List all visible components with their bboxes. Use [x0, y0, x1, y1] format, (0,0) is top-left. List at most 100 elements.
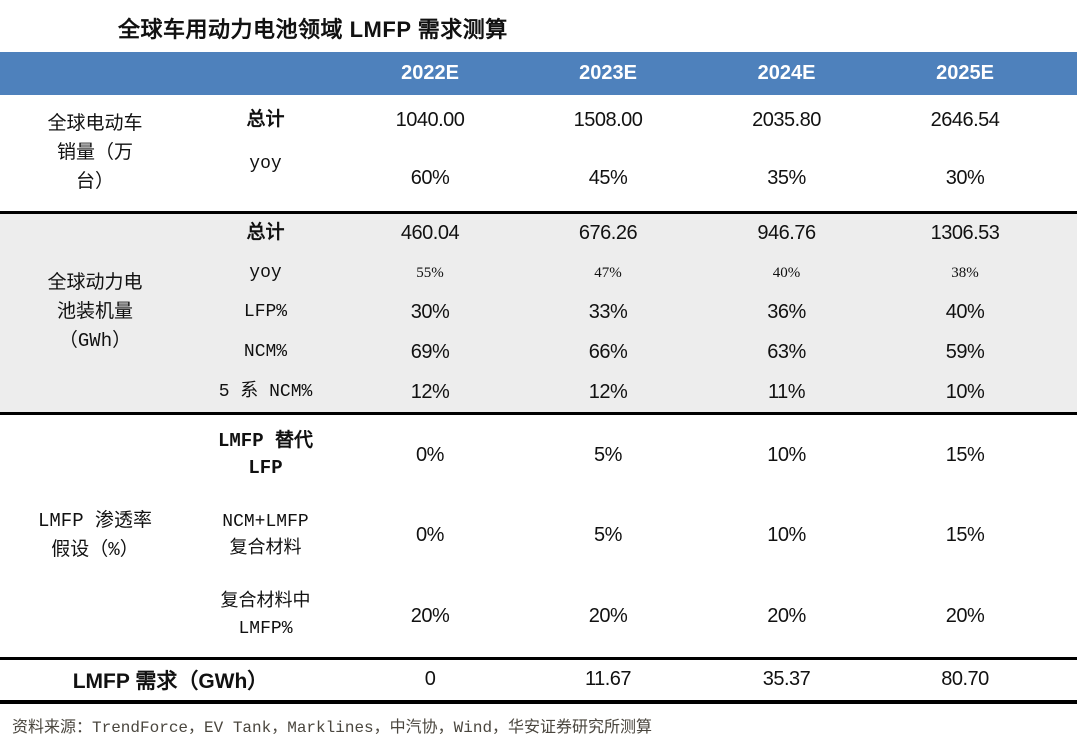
- value-cell: 36%: [767, 301, 806, 324]
- row-label-line: NCM+LMFP: [222, 511, 309, 532]
- value-cell: 676.26: [578, 222, 638, 245]
- group-label: LMFP 渗透率 假设（%）: [0, 415, 190, 657]
- table-section: 全球动力电池装机量 （GWh） 总计 460.04 676.26 946.76 1306.5…: [0, 211, 1077, 412]
- table-row: NCM% 69% 66% 63% 59%: [190, 333, 1077, 373]
- value-cell: 55%: [416, 264, 444, 281]
- value-cell: 1040.00: [395, 108, 465, 131]
- summary-value-cell: 35.37: [762, 668, 811, 691]
- row-label: NCM%: [190, 339, 341, 366]
- lmfp-demand-table: 2022E 2023E 2024E 2025E 全球电动车销量（万台） 总计 1040.0…: [0, 52, 1077, 704]
- value-cell: 20%: [767, 604, 806, 627]
- table-row: 复合材料中 LMFP% 20% 20% 20% 20%: [190, 576, 1077, 657]
- value-cell: 40%: [772, 264, 801, 281]
- summary-label: LMFP 需求（GWh）: [72, 669, 269, 693]
- row-label-line: LFP: [248, 457, 283, 480]
- value-cell: 10%: [945, 380, 985, 403]
- summary-value-cell: 80.70: [941, 668, 989, 691]
- section-rows: 总计 1040.00 1508.00 2035.80 2646.54 yoy 60% 45% 3…: [190, 95, 1077, 211]
- value-cell: 1508.00: [573, 108, 643, 131]
- group-label-line: 台）: [75, 170, 114, 193]
- year-header: 2022E: [401, 62, 459, 84]
- value-cell: 11%: [767, 380, 806, 403]
- value-cell: 10%: [767, 443, 806, 466]
- table-section: 全球电动车销量（万台） 总计 1040.00 1508.00 2035.80 2646.5…: [0, 95, 1077, 211]
- summary-row: LMFP 需求（GWh） 0 11.67 35.37 80.70: [0, 656, 1077, 704]
- value-cell: 2646.54: [930, 108, 1000, 131]
- table-title: 全球车用动力电池领域 LMFP 需求测算: [118, 17, 508, 42]
- row-label-line: LMFP%: [238, 619, 293, 640]
- lmfp-report-figure: 全球车用动力电池领域 LMFP 需求测算 2022E 2023E 2024E 2025…: [0, 12, 1077, 737]
- value-cell: 20%: [410, 604, 450, 627]
- table-section: LMFP 渗透率 假设（%） LMFP 替代 LFP 0% 5% 10% 15% NCM+LMF…: [0, 411, 1077, 657]
- table-row: 总计 1040.00 1508.00 2035.80 2646.54: [190, 95, 1077, 145]
- table-row: 5 系 NCM% 12% 12% 11% 10%: [190, 372, 1077, 412]
- table-row: LFP% 30% 33% 36% 40%: [190, 293, 1077, 333]
- value-cell: 59%: [945, 341, 985, 364]
- row-label: LFP%: [190, 299, 341, 326]
- value-cell: 30%: [945, 166, 985, 189]
- row-label-line: 总计: [246, 108, 285, 131]
- summary-value-cell: 11.67: [584, 668, 632, 691]
- value-cell: 5%: [594, 443, 622, 466]
- value-cell: 60%: [410, 166, 450, 189]
- value-cell: 40%: [945, 301, 985, 324]
- row-label-line: yoy: [249, 154, 282, 174]
- group-label: 全球电动车销量（万台）: [0, 95, 190, 211]
- value-cell: 1306.53: [930, 222, 1000, 245]
- row-label-line: LMFP 替代: [217, 430, 313, 453]
- section-rows: LMFP 替代 LFP 0% 5% 10% 15% NCM+LMFP 复合材料 0% 5% 10% 1…: [190, 415, 1077, 657]
- value-cell: 47%: [594, 264, 622, 281]
- value-cell: 2035.80: [752, 108, 821, 131]
- value-cell: 0%: [416, 443, 444, 466]
- value-cell: 12%: [588, 380, 628, 403]
- value-cell: 20%: [945, 604, 985, 627]
- row-label-line: NCM%: [243, 342, 288, 363]
- value-cell: 20%: [588, 604, 628, 627]
- group-label-line: 全球电动车: [47, 112, 143, 135]
- row-label: 总计: [190, 107, 341, 134]
- row-label-line: yoy: [249, 262, 282, 283]
- value-cell: 69%: [410, 341, 450, 364]
- value-cell: 63%: [767, 341, 806, 364]
- section-rows: 总计 460.04 676.26 946.76 1306.53 yoy 55% 47% 40% 3…: [190, 214, 1077, 412]
- value-cell: 460.04: [400, 222, 460, 245]
- row-label: LMFP 替代 LFP: [190, 428, 341, 482]
- value-cell: 946.76: [757, 222, 816, 245]
- row-label: yoy: [190, 260, 341, 287]
- row-label: 总计: [190, 220, 341, 247]
- value-cell: 15%: [945, 443, 985, 466]
- table-body: 全球电动车销量（万台） 总计 1040.00 1508.00 2035.80 2646.5…: [0, 95, 1077, 657]
- row-label: yoy: [190, 145, 341, 178]
- value-cell: 45%: [588, 166, 628, 189]
- table-row: yoy 60% 45% 35% 30%: [190, 145, 1077, 211]
- group-label-line: LMFP 渗透率: [37, 509, 152, 532]
- group-label: 全球动力电池装机量 （GWh）: [0, 214, 190, 412]
- value-cell: 30%: [410, 301, 450, 324]
- row-label-line: 复合材料: [229, 538, 302, 559]
- value-cell: 15%: [945, 524, 985, 547]
- year-header: 2023E: [579, 62, 637, 84]
- table-header-row: 2022E 2023E 2024E 2025E: [0, 52, 1077, 95]
- group-label-line: 池装机量: [56, 301, 133, 324]
- source-note: 资料来源：TrendForce，EV Tank，Marklines，中汽协，Wi…: [12, 718, 653, 737]
- value-cell: 38%: [951, 264, 979, 281]
- group-label-line: 假设（%）: [51, 538, 139, 561]
- group-label-line: 全球动力电: [47, 272, 143, 295]
- row-label: NCM+LMFP 复合材料: [190, 509, 341, 563]
- row-label-line: LFP%: [243, 302, 288, 323]
- value-cell: 0%: [416, 524, 444, 547]
- value-cell: 12%: [410, 380, 450, 403]
- row-label-line: 总计: [246, 222, 285, 245]
- row-label-line: 复合材料中: [220, 592, 311, 613]
- table-row: yoy 55% 47% 40% 38%: [190, 254, 1077, 294]
- value-cell: 66%: [588, 341, 628, 364]
- group-label-line: 销量（万: [56, 141, 133, 164]
- year-header: 2025E: [936, 62, 994, 84]
- value-cell: 33%: [588, 301, 628, 324]
- value-cell: 10%: [767, 524, 806, 547]
- group-label-line: （GWh）: [58, 330, 132, 353]
- table-row: 总计 460.04 676.26 946.76 1306.53: [190, 214, 1077, 254]
- row-label: 复合材料中 LMFP%: [190, 589, 341, 643]
- year-header: 2024E: [757, 62, 816, 84]
- table-row: LMFP 替代 LFP 0% 5% 10% 15%: [190, 415, 1077, 496]
